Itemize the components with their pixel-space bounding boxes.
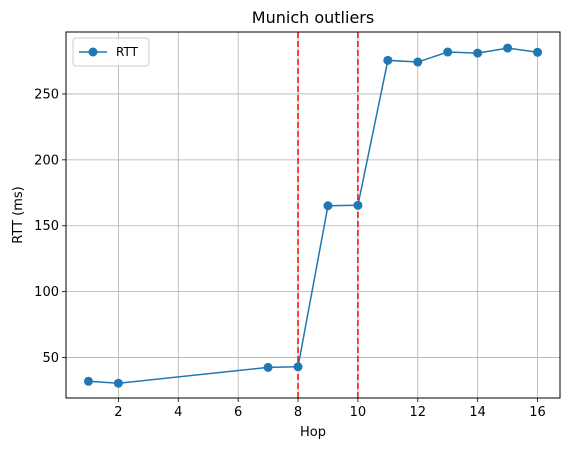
y-axis-label: RTT (ms) bbox=[11, 186, 26, 243]
plot-frame bbox=[65, 31, 561, 399]
series-line-rtt bbox=[88, 47, 538, 384]
y-tick-label: 150 bbox=[34, 219, 59, 234]
data-point bbox=[353, 200, 363, 210]
data-point bbox=[293, 362, 303, 372]
data-point bbox=[413, 57, 423, 67]
y-tick-label: 100 bbox=[34, 285, 59, 300]
x-tick-label: 10 bbox=[350, 405, 367, 420]
series-layer bbox=[83, 43, 543, 388]
legend: RTT bbox=[72, 37, 150, 67]
x-axis-label: Hop bbox=[300, 425, 326, 440]
legend-box bbox=[72, 37, 150, 67]
legend-marker bbox=[88, 47, 98, 57]
y-tick-label: 200 bbox=[34, 153, 59, 168]
x-tick-label: 12 bbox=[410, 405, 427, 420]
data-point bbox=[383, 55, 393, 65]
reference-lines bbox=[297, 32, 359, 398]
data-point bbox=[443, 47, 453, 57]
data-point bbox=[323, 201, 333, 211]
x-tick-label: 2 bbox=[114, 405, 122, 420]
x-tick-label: 8 bbox=[294, 405, 302, 420]
grid bbox=[66, 32, 560, 398]
x-tick-label: 16 bbox=[529, 405, 546, 420]
data-point bbox=[473, 48, 483, 58]
data-point bbox=[113, 378, 123, 388]
ticks: 2 4 6 8 10 12 14 16 50 100 150 200 250 bbox=[34, 87, 546, 420]
chart-title: Munich outliers bbox=[252, 8, 374, 27]
data-point bbox=[83, 376, 93, 386]
legend-label: RTT bbox=[116, 45, 139, 59]
data-point bbox=[503, 43, 513, 53]
data-point bbox=[533, 47, 543, 57]
y-tick-label: 250 bbox=[34, 87, 59, 102]
x-tick-label: 6 bbox=[234, 405, 242, 420]
x-tick-label: 14 bbox=[469, 405, 486, 420]
x-tick-label: 4 bbox=[174, 405, 182, 420]
y-tick-label: 50 bbox=[42, 351, 59, 366]
data-point bbox=[263, 362, 273, 372]
